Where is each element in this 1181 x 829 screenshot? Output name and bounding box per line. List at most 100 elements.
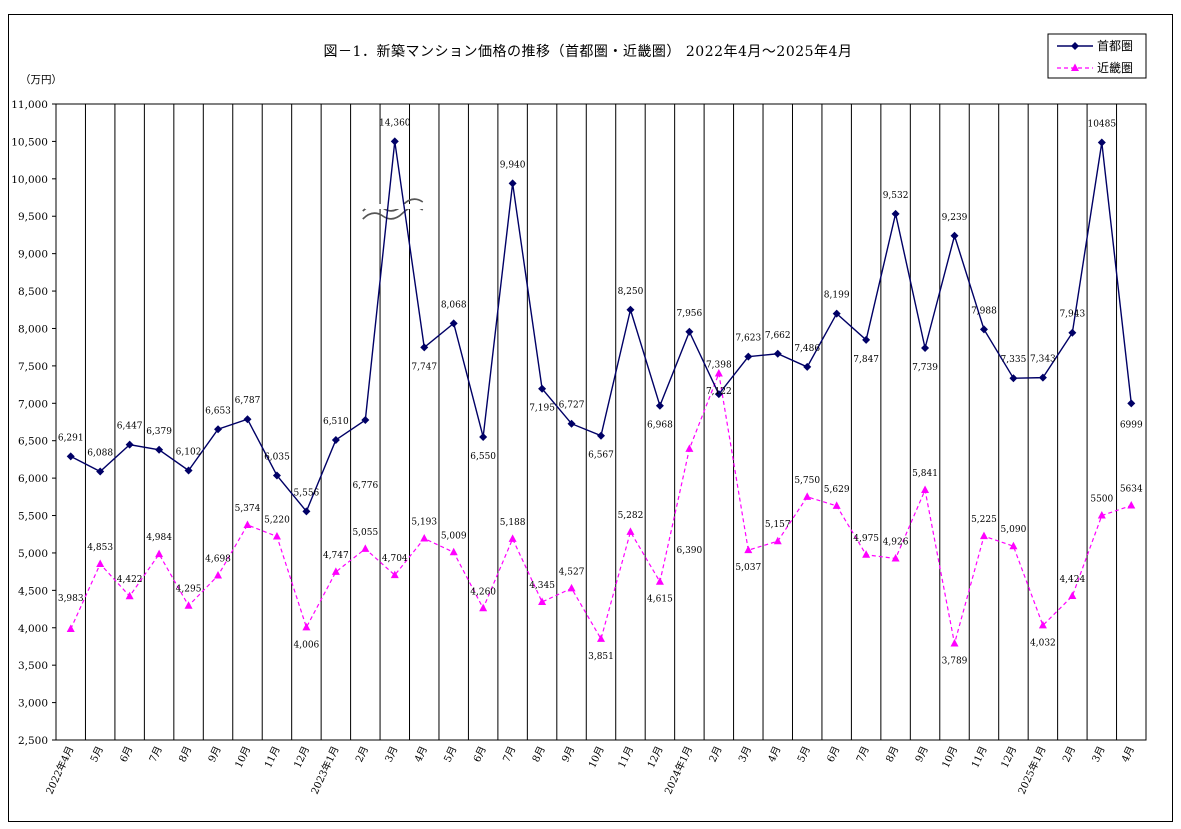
x-tick-label: 3月 <box>736 744 754 764</box>
shuto-data-label: 7,943 <box>1059 310 1085 320</box>
kinki-data-label: 5634 <box>1120 485 1143 495</box>
kinki-data-label: 5,055 <box>352 528 378 538</box>
x-tick-label: 2024年1月 <box>661 744 695 796</box>
shuto-data-point <box>155 445 164 454</box>
kinki-data-point <box>302 622 311 631</box>
shuto-data-label: 6,968 <box>647 421 673 431</box>
x-tick-label: 12月 <box>292 744 312 770</box>
kinki-data-point <box>390 570 399 579</box>
kinki-data-point <box>272 531 281 540</box>
kinki-data-point <box>1068 591 1077 600</box>
shuto-data-point <box>125 440 134 449</box>
kinki-data-label: 4,260 <box>470 587 496 597</box>
kinki-data-label: 4,704 <box>382 554 408 564</box>
shuto-data-point <box>331 435 340 444</box>
shuto-data-point <box>272 471 281 480</box>
x-tick-label: 2023年1月 <box>308 744 342 796</box>
x-tick-label: 2022年4月 <box>43 744 77 796</box>
x-tick-label: 8月 <box>530 744 548 764</box>
shuto-data-label: 6,291 <box>58 433 84 443</box>
kinki-data-point <box>891 553 900 562</box>
kinki-data-label: 4,345 <box>529 581 555 591</box>
kinki-data-label: 3,983 <box>58 594 84 604</box>
kinki-data-point <box>655 577 664 585</box>
x-tick-label: 7月 <box>501 744 519 764</box>
x-tick-label: 12月 <box>999 744 1019 770</box>
chart-title: 図－1．新築マンション価格の推移（首都圏・近畿圏） 2022年4月～2025年4… <box>324 44 853 60</box>
shuto-data-label: 6,653 <box>205 406 231 416</box>
x-tick-label: 11月 <box>616 744 636 770</box>
shuto-data-point <box>96 467 105 476</box>
chart-frame <box>8 14 1173 822</box>
y-tick-label: 7,500 <box>18 361 48 373</box>
shuto-data-point <box>184 466 193 475</box>
kinki-data-point <box>449 547 458 556</box>
kinki-data-point <box>921 485 930 494</box>
shuto-data-label: 7,739 <box>912 363 938 373</box>
x-tick-label: 6月 <box>825 744 843 764</box>
x-tick-label: 2月 <box>1060 744 1078 764</box>
kinki-data-label: 3,851 <box>588 652 614 662</box>
shuto-data-point <box>921 343 930 352</box>
x-tick-label: 3月 <box>1090 744 1108 764</box>
kinki-data-point <box>685 444 694 452</box>
shuto-data-point <box>655 401 664 410</box>
legend-marker-shuto <box>1071 42 1079 50</box>
shuto-data-point <box>1038 373 1047 382</box>
y-tick-label: 7,000 <box>18 398 48 410</box>
kinki-data-label: 3,789 <box>942 657 968 667</box>
y-tick-label: 5,500 <box>18 511 48 523</box>
kinki-data-point <box>1097 511 1106 519</box>
shuto-data-point <box>538 384 547 393</box>
kinki-data-point <box>331 567 340 575</box>
kinki-data-label: 4,527 <box>559 567 585 577</box>
y-tick-label: 2,500 <box>18 735 48 747</box>
shuto-data-label: 7,956 <box>676 309 702 319</box>
y-axis-unit-label: （万円） <box>20 74 62 86</box>
kinki-data-point <box>1127 501 1136 509</box>
y-tick-label: 3,500 <box>18 660 48 672</box>
x-tick-label: 2025年1月 <box>1015 744 1049 796</box>
shuto-data-point <box>214 425 223 434</box>
kinki-data-label: 4,424 <box>1059 575 1085 585</box>
x-tick-label: 9月 <box>206 744 224 764</box>
kinki-data-label: 4,747 <box>323 551 349 561</box>
y-tick-label: 8,000 <box>18 323 48 335</box>
shuto-data-point <box>1127 399 1136 408</box>
kinki-data-point <box>832 501 841 509</box>
x-tick-label: 11月 <box>969 744 989 770</box>
kinki-data-point <box>214 571 223 579</box>
x-tick-label: 10月 <box>233 744 253 770</box>
shuto-data-label: 7,623 <box>735 334 761 344</box>
shuto-data-label: 8,068 <box>441 300 467 310</box>
kinki-data-point <box>1038 620 1047 629</box>
y-tick-label: 3,000 <box>18 698 48 710</box>
shuto-data-point <box>714 390 723 399</box>
kinki-data-label: 5,037 <box>735 563 761 573</box>
y-tick-label: 6,000 <box>18 473 48 485</box>
x-tick-label: 10月 <box>940 744 960 770</box>
x-tick-label: 11月 <box>262 744 282 770</box>
kinki-data-point <box>773 536 782 545</box>
shuto-data-label: 6,787 <box>235 396 261 406</box>
y-tick-label: 4,500 <box>18 585 48 597</box>
kinki-data-label: 4,984 <box>146 533 172 543</box>
kinki-data-label: 7,122 <box>706 387 732 397</box>
shuto-data-point <box>479 432 488 441</box>
shuto-data-label: 6,550 <box>470 452 496 462</box>
shuto-data-label: 9,532 <box>883 191 909 201</box>
legend-label-kinki: 近畿圏 <box>1097 61 1133 75</box>
kinki-data-label: 5,157 <box>765 520 791 530</box>
kinki-data-label: 4,698 <box>205 555 231 565</box>
y-tick-label: 5,000 <box>18 548 48 560</box>
shuto-data-point <box>950 231 959 240</box>
x-tick-label: 9月 <box>559 744 577 764</box>
shuto-data-label: 6,447 <box>117 422 143 432</box>
shuto-data-point <box>243 415 252 424</box>
shuto-data-point <box>1097 138 1106 147</box>
x-tick-label: 12月 <box>645 744 665 770</box>
kinki-data-point <box>243 520 252 528</box>
shuto-data-label: 9,940 <box>500 160 526 170</box>
shuto-data-point <box>66 452 75 461</box>
